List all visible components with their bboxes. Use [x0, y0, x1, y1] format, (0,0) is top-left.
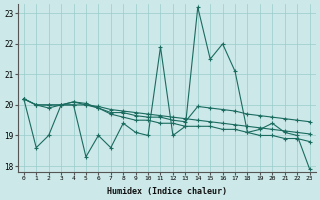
X-axis label: Humidex (Indice chaleur): Humidex (Indice chaleur)	[107, 187, 227, 196]
